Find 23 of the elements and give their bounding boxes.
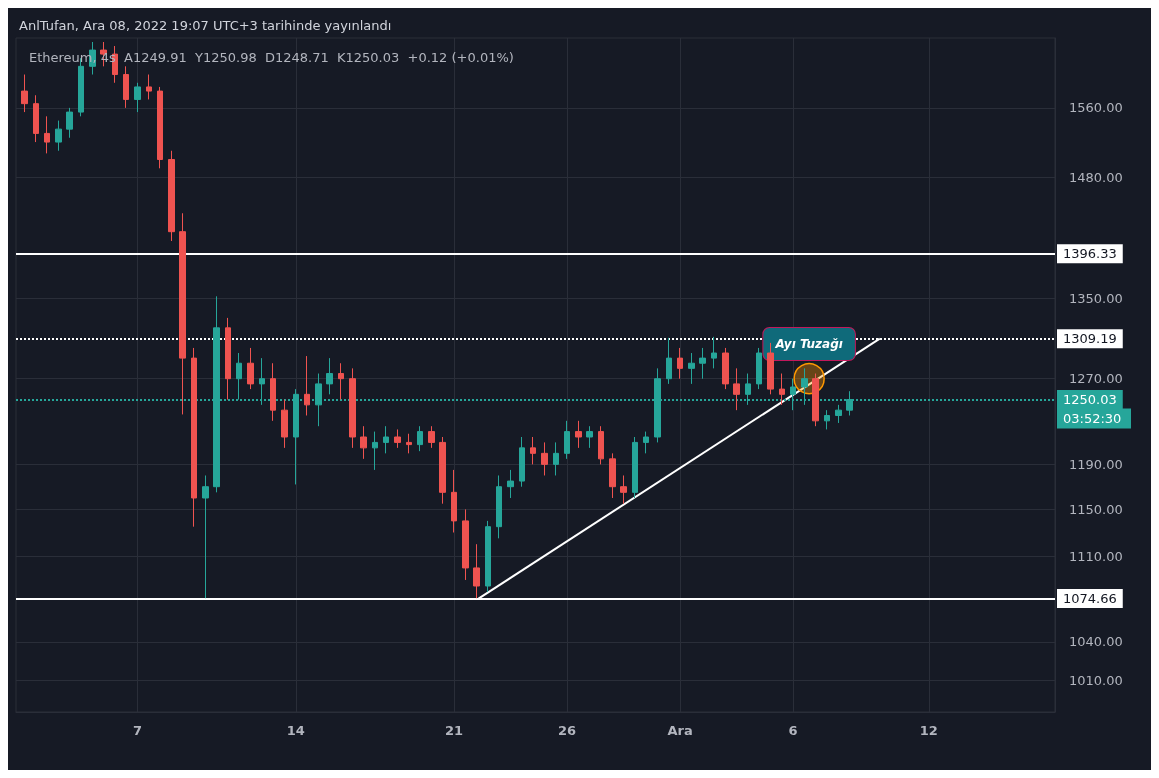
x-tick-label: 6 (788, 723, 798, 738)
chart-title: AnlTufan, Ara 08, 2022 19:07 UTC+3 tarihinde yayınlandı (19, 18, 392, 33)
x-tick-label: 14 (286, 723, 305, 738)
x-tick-label: 26 (558, 723, 577, 738)
y-tick-label: 1560.00 (1069, 100, 1123, 116)
ref-line-label: 1396.33 (1063, 246, 1117, 262)
text: 03:52:30 (1063, 411, 1122, 427)
y-tick-label: 1150.00 (1069, 501, 1123, 517)
y-tick-label: 1480.00 (1069, 169, 1123, 185)
ref-line-label: 1074.66 (1063, 591, 1117, 607)
y-tick-label: 1110.00 (1069, 548, 1123, 564)
y-tick-label: 1040.00 (1069, 634, 1123, 650)
y-tick-label: 1010.00 (1069, 672, 1123, 688)
y-tick-label: 1350.00 (1069, 290, 1123, 306)
x-tick-label: 21 (444, 723, 464, 738)
annotation: Ayı Tuzağı (774, 336, 843, 351)
ref-line-label: 1309.19 (1063, 331, 1117, 347)
ref-line-label: 1250.03 (1063, 392, 1117, 408)
x-tick-label: 7 (132, 723, 143, 738)
x-tick-label: 12 (919, 723, 938, 738)
y-tick-label: 1190.00 (1069, 456, 1123, 472)
x-tick-label: Ara (667, 723, 693, 738)
y-tick-label: 1270.00 (1069, 371, 1123, 387)
